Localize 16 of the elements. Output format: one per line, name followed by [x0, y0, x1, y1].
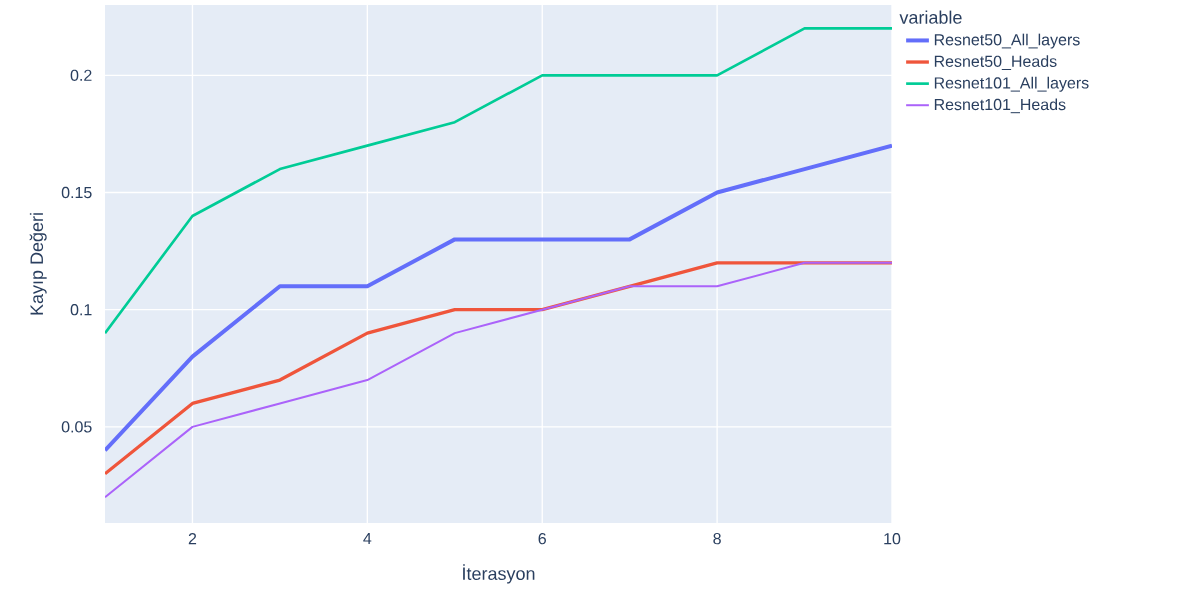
y-tick-label: 0.2 [70, 69, 92, 81]
x-tick-label: 4 [363, 533, 372, 545]
y-tick-label: 0.15 [61, 186, 92, 199]
y-tick-label: 0.05 [61, 421, 92, 433]
y-tick-label: 0.1 [70, 304, 92, 316]
x-tick-label: 6 [538, 533, 546, 545]
legend-label: Resnet50_All_layers [934, 33, 1080, 49]
y-axis-title: Kayıp Değeri [29, 213, 47, 315]
x-tick-label: 10 [884, 533, 901, 545]
legend-label: Resnet50_Heads [934, 55, 1057, 71]
legend-label: Resnet101_All_layers [934, 76, 1089, 92]
x-tick-label: 2 [188, 533, 197, 545]
x-tick-label: 8 [713, 533, 721, 545]
legend-title: variable [899, 10, 962, 24]
x-axis-title: İterasyon [463, 564, 535, 584]
legend-label: Resnet101_Heads [934, 98, 1066, 114]
